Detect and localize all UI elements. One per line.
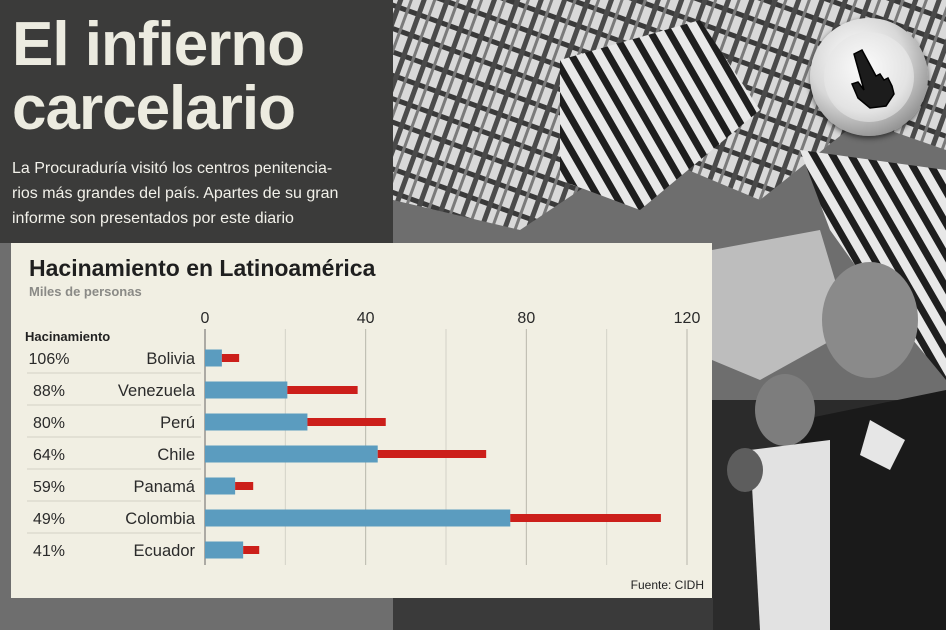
category-label: Colombia bbox=[125, 510, 196, 528]
excess-bar bbox=[235, 482, 254, 490]
intro-text-line-1: La Procuraduría visitó los centros penit… bbox=[12, 160, 333, 177]
cursor-button-face bbox=[824, 32, 914, 122]
category-label: Chile bbox=[157, 446, 195, 464]
overcrowding-percent: 106% bbox=[29, 351, 70, 368]
intro-text-line-3: informe son presentados por este diario bbox=[12, 210, 294, 227]
capacity-bar bbox=[205, 349, 222, 367]
excess-bar bbox=[377, 450, 487, 458]
headline-title-line-2: carcelario bbox=[12, 74, 296, 143]
headline-title-line-1: El infierno bbox=[12, 10, 305, 79]
category-label: Perú bbox=[160, 414, 195, 432]
overcrowding-percent: 49% bbox=[33, 511, 65, 528]
category-label: Venezuela bbox=[118, 382, 196, 400]
x-tick-label: 0 bbox=[201, 310, 210, 327]
overcrowding-percent: 88% bbox=[33, 383, 65, 400]
category-label: Bolivia bbox=[146, 350, 195, 368]
capacity-bar bbox=[205, 445, 378, 463]
x-tick-label: 80 bbox=[517, 310, 535, 327]
category-label: Panamá bbox=[134, 478, 196, 496]
overcrowding-percent: 41% bbox=[33, 543, 65, 560]
headline-panel: El infierno carcelario La Procuraduría v… bbox=[0, 0, 393, 243]
intro-text-line-2: rios más grandes del país. Apartes de su… bbox=[12, 185, 339, 202]
capacity-bar bbox=[205, 477, 236, 495]
x-tick-label: 40 bbox=[357, 310, 375, 327]
chart-subtitle: Miles de personas bbox=[29, 284, 142, 299]
excess-bar bbox=[243, 546, 260, 554]
excess-bar bbox=[221, 354, 240, 362]
bar-chart: 0 40 80 120 106% Bolivia 88% Venezuela 80% Perú 64… bbox=[27, 310, 701, 565]
excess-bar bbox=[510, 514, 661, 522]
overcrowding-percent: 80% bbox=[33, 415, 65, 432]
chart-panel: Hacinamiento en Latinoamérica Miles de p… bbox=[11, 243, 712, 598]
overcrowding-percent: 59% bbox=[33, 479, 65, 496]
chart-title: Hacinamiento en Latinoamérica bbox=[29, 255, 376, 281]
overcrowding-column-header: Hacinamiento bbox=[25, 329, 111, 344]
category-label: Ecuador bbox=[134, 542, 196, 560]
x-tick-label: 120 bbox=[674, 310, 701, 327]
capacity-bar bbox=[205, 381, 288, 399]
excess-bar bbox=[307, 418, 386, 426]
chart-source: Fuente: CIDH bbox=[630, 578, 704, 592]
hand-pointer-icon bbox=[850, 49, 895, 109]
capacity-bar bbox=[205, 541, 244, 559]
capacity-bar bbox=[205, 509, 511, 527]
capacity-bar bbox=[205, 413, 308, 431]
overcrowding-percent: 64% bbox=[33, 447, 65, 464]
excess-bar bbox=[287, 386, 358, 394]
cursor-button[interactable] bbox=[810, 18, 928, 136]
